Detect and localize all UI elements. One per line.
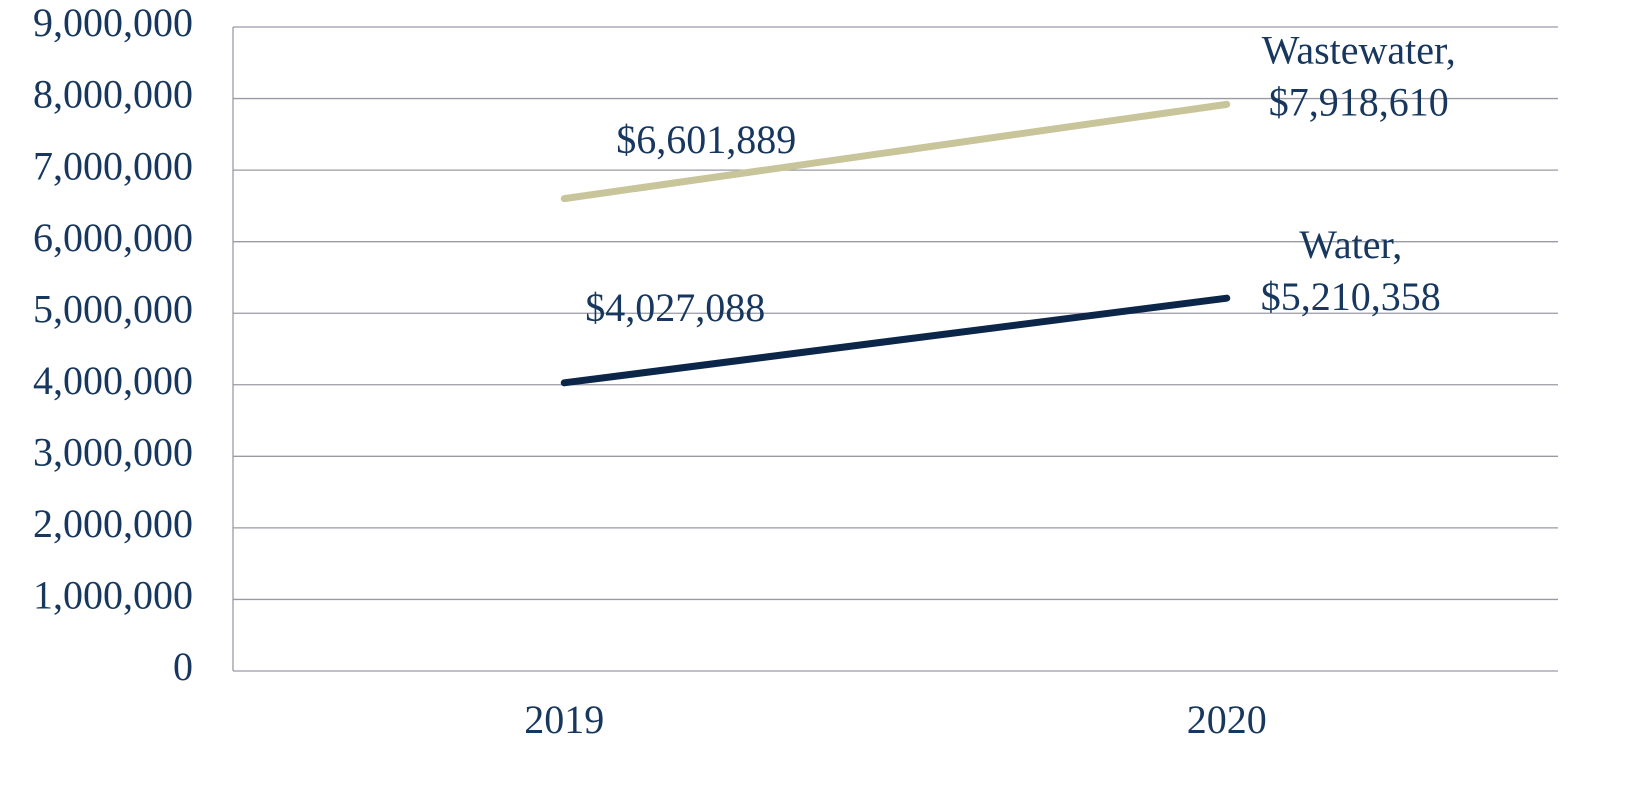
- data-label: Water, $5,210,358: [1261, 222, 1441, 319]
- series-line: [560, 294, 1231, 387]
- y-tick-label: 4,000,000: [33, 358, 193, 403]
- y-tick-label: 7,000,000: [33, 143, 193, 188]
- y-tick-label: 9,000,000: [33, 0, 193, 45]
- y-tick-label: 0: [173, 644, 193, 689]
- y-tick-label: 3,000,000: [33, 430, 193, 475]
- data-label: $4,027,088: [585, 285, 765, 330]
- x-tick-label: 2019: [524, 697, 604, 742]
- y-tick-label: 6,000,000: [33, 215, 193, 260]
- y-tick-label: 8,000,000: [33, 72, 193, 117]
- data-label: $6,601,889: [616, 117, 796, 162]
- series-line: [560, 100, 1231, 203]
- y-tick-label: 5,000,000: [33, 286, 193, 331]
- y-tick-label: 2,000,000: [33, 501, 193, 546]
- y-tick-label: 1,000,000: [33, 573, 193, 618]
- x-tick-label: 2020: [1187, 697, 1267, 742]
- data-label: Wastewater, $7,918,610: [1262, 28, 1456, 125]
